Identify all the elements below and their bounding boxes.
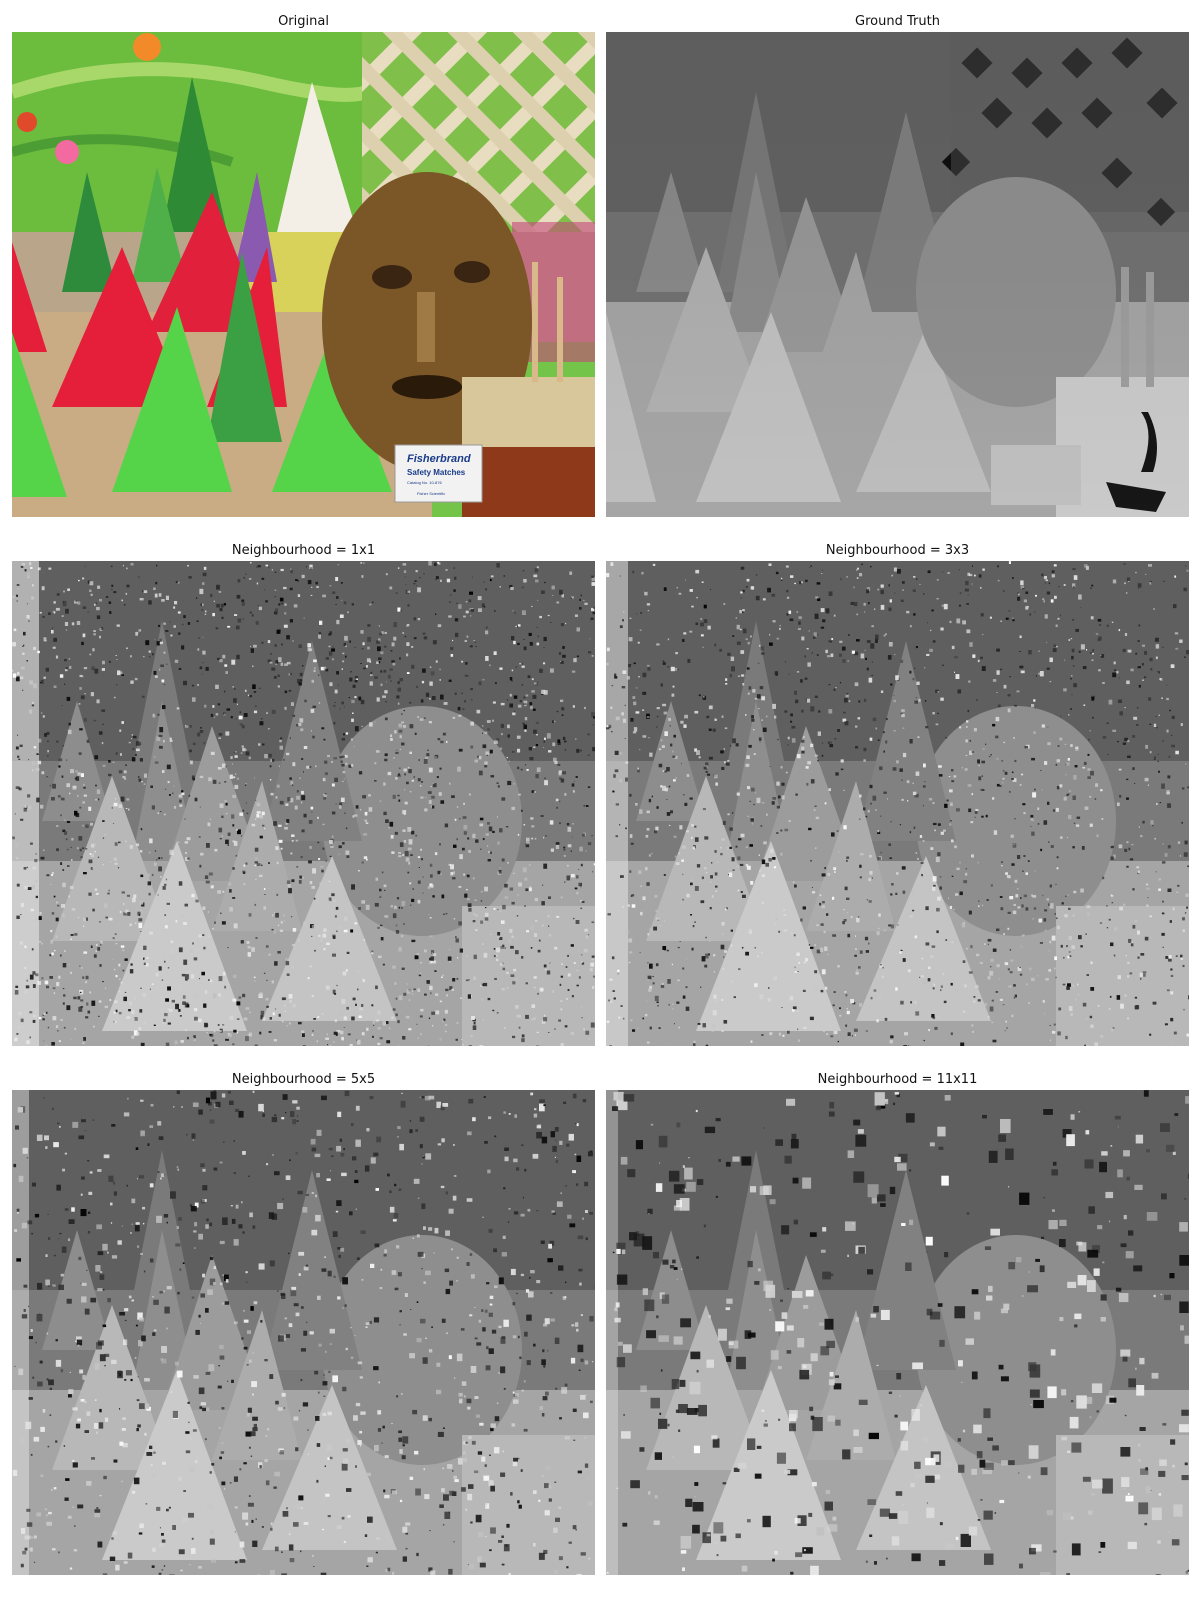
disparity-map [12,561,595,1046]
disparity-map [606,561,1189,1046]
panel-original: Original [12,14,595,517]
matchbox-product: Safety Matches [407,468,466,477]
panel-title: Neighbourhood = 5x5 [231,1072,376,1087]
matchbox-brand: Fisherbrand [407,453,471,465]
matchbox-maker: Fisher Scientific [417,491,445,496]
panel-title: Neighbourhood = 11x11 [817,1072,978,1087]
depth-map [606,32,1189,517]
matchbox-catalog: Catalog No. 10-876 [407,480,442,485]
cone [162,77,227,232]
panel-neighbourhood-11x11: Neighbourhood = 11x11 [606,1072,1189,1575]
original-image: Fisherbrand Safety Matches Catalog No. 1… [12,32,595,517]
disparity-map [606,1090,1189,1575]
panel-title: Neighbourhood = 1x1 [231,543,376,558]
disparity-image [12,1090,595,1575]
panel-neighbourhood-1x1: Neighbourhood = 1x1 [12,543,595,1046]
panel-neighbourhood-3x3: Neighbourhood = 3x3 [606,543,1189,1046]
disparity-image [606,1090,1189,1575]
disparity-map [12,1090,595,1575]
panel-title: Ground Truth [855,14,940,29]
original-scene: Fisherbrand Safety Matches Catalog No. 1… [12,32,595,517]
disparity-image [606,561,1189,1046]
panel-title: Original [278,14,329,29]
matchbox [394,444,483,503]
disparity-image [12,561,595,1046]
ground-truth-image [606,32,1189,517]
panel-title: Neighbourhood = 3x3 [825,543,970,558]
panel-neighbourhood-5x5: Neighbourhood = 5x5 [12,1072,595,1575]
panel-ground-truth: Ground Truth [606,14,1189,517]
